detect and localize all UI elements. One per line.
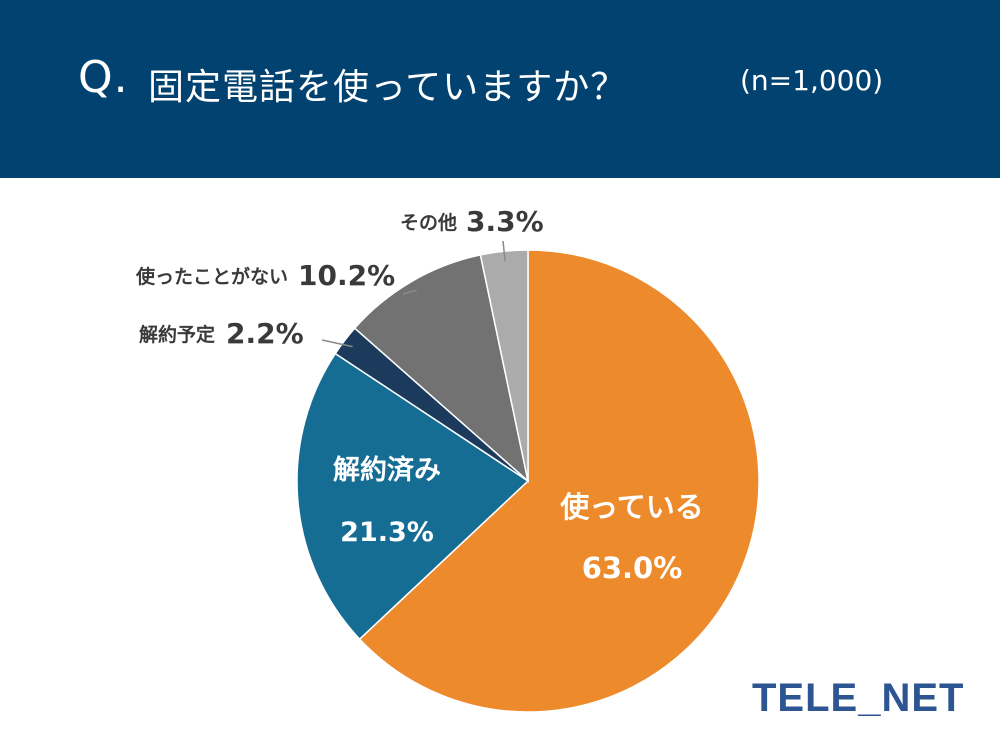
slice-cancelled (296, 352, 530, 641)
slice-label-planning: 解約予定 (139, 323, 215, 346)
slice-label-other: その他 (400, 211, 457, 234)
sample-size-label: (n=1,000) (740, 64, 884, 97)
slice-value-planning: 2.2% (226, 317, 304, 350)
slice-value-never: 10.2% (298, 259, 395, 292)
question-text: 固定電話を使っていますか？ (148, 67, 628, 108)
telenet-logo: TELE_NET (752, 676, 965, 720)
title-banner: Q. 固定電話を使っていますか？ (n=1,000) (0, 0, 1000, 178)
slice-value-cancelled: 21.3% (340, 517, 434, 548)
slice-label-using: 使っている (559, 490, 704, 524)
slice-value-other: 3.3% (466, 205, 544, 238)
slice-using (358, 249, 760, 713)
leader-line-never (402, 289, 417, 295)
question-mark-label: Q. (78, 52, 129, 103)
leader-line-other (502, 240, 506, 262)
leader-lines (321, 240, 506, 348)
slice-label-cancelled: 解約済み (333, 454, 441, 486)
leader-line-planning (321, 339, 353, 348)
slice-label-never: 使ったことがない (135, 265, 288, 288)
slice-never (353, 254, 530, 484)
slice-value-using: 63.0% (582, 551, 683, 585)
pie-slices (296, 249, 760, 713)
